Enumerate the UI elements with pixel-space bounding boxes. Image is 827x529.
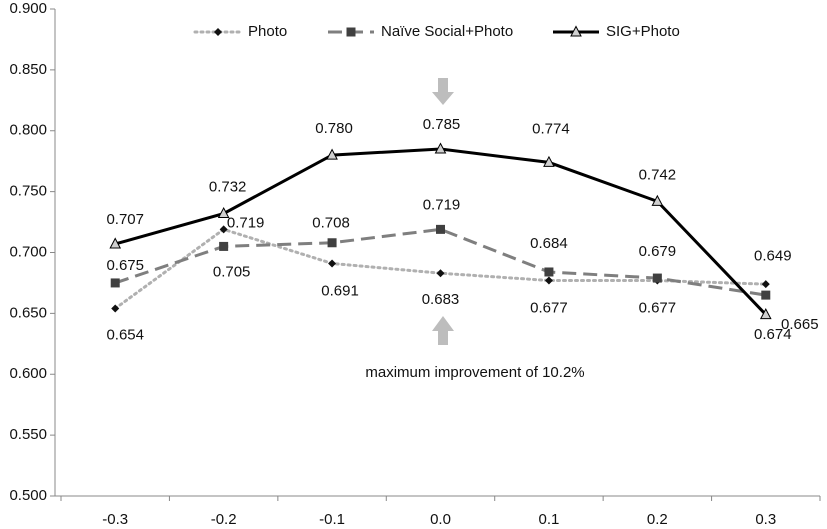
arrows (432, 78, 454, 345)
x-tick-label: -0.2 (211, 511, 237, 528)
legend-label: SIG+Photo (606, 23, 680, 40)
y-tick-label: 0.650 (9, 304, 47, 321)
x-tick-label: -0.3 (102, 511, 128, 528)
data-point (436, 269, 445, 278)
data-point (761, 280, 770, 289)
data-point (217, 206, 230, 219)
data-point (651, 194, 664, 206)
data-label: 0.707 (106, 211, 144, 228)
x-tick-label: 0.1 (538, 511, 559, 528)
x-tick-label: 0.3 (755, 511, 776, 528)
x-tick-label: 0.2 (647, 511, 668, 528)
data-label: 0.742 (639, 166, 677, 183)
y-tick-label: 0.800 (9, 122, 47, 139)
data-point (111, 304, 120, 313)
y-tick-label: 0.500 (9, 487, 47, 504)
legend-label: Photo (248, 23, 287, 40)
data-label: 0.785 (423, 116, 461, 133)
data-label: 0.665 (781, 316, 819, 333)
annotation: maximum improvement of 10.2% (365, 364, 584, 381)
data-label: 0.674 (754, 326, 792, 343)
data-label: 0.780 (315, 120, 353, 137)
data-label: 0.691 (321, 282, 359, 299)
data-point (761, 290, 771, 300)
legend-marker (570, 25, 582, 37)
x-tick-label: -0.1 (319, 511, 345, 528)
data-point (326, 148, 338, 160)
data-label: 0.654 (106, 326, 144, 343)
y-tick-label: 0.550 (9, 426, 47, 443)
data-point (219, 241, 229, 251)
data-label: 0.774 (532, 120, 570, 137)
data-point (434, 142, 447, 154)
legend-marker (346, 27, 356, 37)
data-label: 0.719 (423, 196, 461, 213)
data-point (110, 278, 120, 288)
data-point (219, 225, 228, 234)
data-point (544, 267, 554, 277)
data-point (759, 308, 772, 320)
data-label: 0.705 (213, 263, 251, 280)
data-label: 0.677 (530, 299, 568, 316)
data-label: 0.684 (530, 235, 568, 252)
data-point (327, 238, 337, 248)
data-label: 0.675 (106, 257, 144, 274)
data-point (543, 155, 555, 167)
data-label: 0.679 (639, 243, 677, 260)
y-tick-label: 0.750 (9, 183, 47, 200)
y-tick-label: 0.700 (9, 243, 47, 260)
data-label: 0.732 (209, 179, 247, 196)
data-label: 0.677 (639, 299, 677, 316)
data-label: 0.719 (227, 214, 265, 231)
data-point (544, 276, 553, 285)
down-arrow (432, 78, 454, 105)
data-point (109, 237, 122, 249)
data-label: 0.649 (754, 248, 792, 265)
y-tick-label: 0.900 (9, 0, 47, 17)
up-arrow (432, 316, 454, 345)
y-tick-label: 0.600 (9, 365, 47, 382)
data-label: 0.708 (312, 215, 350, 232)
data-point (436, 224, 445, 234)
y-tick-label: 0.850 (9, 61, 47, 78)
legend-marker (214, 28, 222, 36)
legend-label: Naïve Social+Photo (381, 23, 513, 40)
data-label: 0.683 (422, 291, 460, 308)
data-point (652, 273, 662, 283)
data-point (328, 259, 337, 268)
x-tick-label: 0.0 (430, 511, 451, 528)
